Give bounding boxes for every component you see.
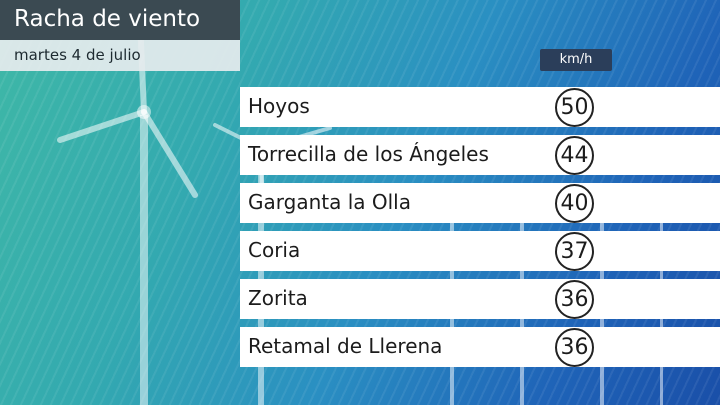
- list-item: Retamal de Llerena 36: [240, 327, 720, 367]
- page-title: Racha de viento: [14, 6, 201, 32]
- gust-value: 36: [555, 280, 594, 319]
- gust-value: 36: [555, 328, 594, 367]
- date-label: martes 4 de julio: [14, 46, 141, 64]
- location-name: Torrecilla de los Ángeles: [248, 142, 489, 166]
- location-name: Zorita: [248, 286, 308, 310]
- list-item: Zorita 36: [240, 279, 720, 319]
- location-name: Garganta la Olla: [248, 190, 411, 214]
- list-item: Torrecilla de los Ángeles 44: [240, 135, 720, 175]
- gust-value: 37: [555, 232, 594, 271]
- gust-value: 50: [555, 88, 594, 127]
- unit-badge: km/h: [540, 49, 612, 71]
- unit-label: km/h: [559, 52, 593, 67]
- date-panel: martes 4 de julio: [0, 40, 240, 71]
- title-panel: Racha de viento: [0, 0, 240, 40]
- list-item: Hoyos 50: [240, 87, 720, 127]
- location-name: Retamal de Llerena: [248, 334, 443, 358]
- list-item: Garganta la Olla 40: [240, 183, 720, 223]
- gust-value: 44: [555, 136, 594, 175]
- gust-value: 40: [555, 184, 594, 223]
- location-name: Coria: [248, 238, 301, 262]
- list-item: Coria 37: [240, 231, 720, 271]
- location-name: Hoyos: [248, 94, 310, 118]
